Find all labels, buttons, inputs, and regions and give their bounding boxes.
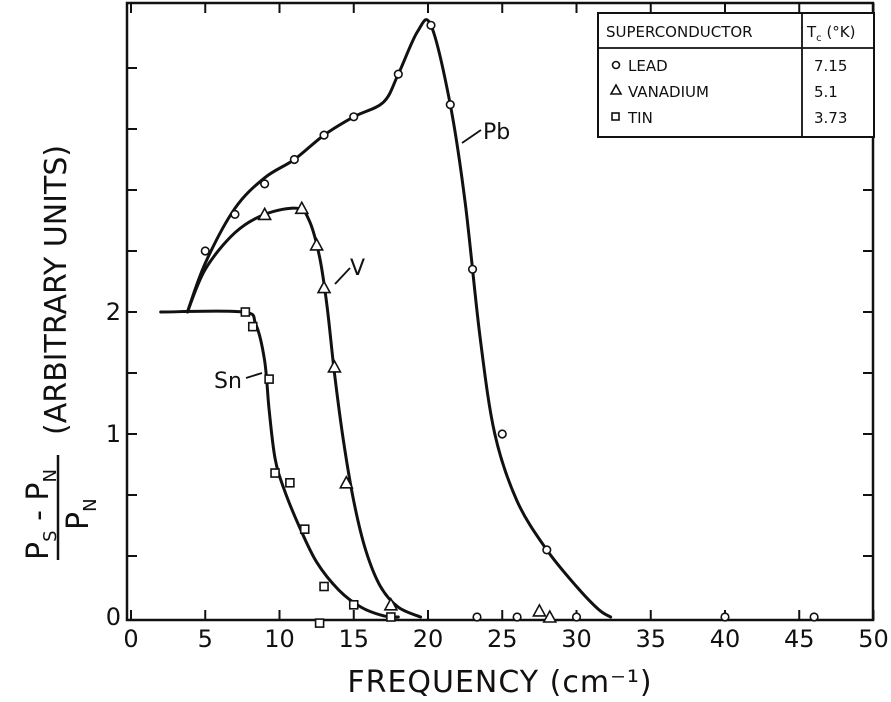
data-point-pb: [426, 20, 436, 30]
data-point-sn: [247, 321, 258, 332]
series-markers: [200, 20, 819, 628]
x-tick-label: 45: [784, 625, 815, 653]
data-point-pb: [809, 612, 819, 622]
x-tick-label: 50: [858, 625, 889, 653]
y-tick-label: 2: [106, 298, 121, 326]
data-point-pb: [497, 429, 507, 439]
legend-row-vanadium-name: VANADIUM: [628, 83, 709, 101]
data-point-sn: [299, 524, 310, 534]
x-tick-label: 5: [198, 625, 213, 653]
x-tick-label: 25: [487, 625, 518, 653]
series-label-v-text: V: [350, 256, 365, 281]
series-label-v: V: [334, 256, 365, 285]
data-point-pb: [393, 69, 403, 79]
data-point-v: [532, 603, 547, 617]
data-point-sn: [240, 307, 251, 317]
legend-square-icon: [611, 112, 620, 121]
data-point-pb: [571, 612, 582, 622]
legend-header-material: SUPERCONDUCTOR: [606, 23, 753, 41]
x-tick-labels: 0 5 10 15 20 25 30 35 40 45 50: [123, 625, 888, 653]
data-point-v: [294, 200, 310, 215]
legend-row-tin-tc: 3.73: [814, 109, 847, 127]
data-point-pb: [542, 545, 552, 555]
x-tick-label: 20: [413, 625, 444, 653]
legend-triangle-icon: [609, 83, 623, 95]
y-axis-title: PS - PN PN (ARBITRARY UNITS): [21, 145, 101, 560]
y-tick-label: 0: [106, 603, 121, 631]
series-line-sn: [159, 309, 400, 619]
legend: SUPERCONDUCTOR Tc (°K) LEAD 7.15 VANADIU…: [597, 12, 875, 138]
legend-row-lead-name: LEAD: [628, 57, 668, 75]
x-tick-label: 30: [561, 625, 592, 653]
x-tick-label: 15: [338, 625, 369, 653]
data-point-pb: [319, 130, 329, 140]
data-point-sn: [319, 581, 329, 592]
data-point-pb: [349, 112, 359, 122]
series-label-pb: Pb: [461, 120, 510, 145]
x-tick-label: 0: [123, 625, 138, 653]
legend-row-tin-name: TIN: [627, 109, 653, 127]
data-point-v: [309, 237, 324, 251]
data-point-sn: [314, 618, 325, 628]
data-point-pb: [289, 154, 299, 165]
data-point-pb: [720, 612, 730, 622]
y-axis-units: (ARBITRARY UNITS): [39, 145, 74, 435]
series-label-sn: Sn: [214, 369, 263, 394]
legend-row-vanadium-tc: 5.1: [814, 83, 838, 101]
x-tick-label: 40: [710, 625, 741, 653]
data-point-sn: [285, 477, 295, 488]
y-axis-numerator: PS - PN: [21, 469, 61, 560]
series-curves: [159, 18, 613, 619]
data-point-v: [542, 609, 558, 623]
legend-header-tc: Tc (°K): [806, 23, 855, 44]
data-point-pb: [512, 612, 522, 622]
data-point-v: [257, 206, 272, 221]
series-line-pb: [185, 18, 613, 619]
y-tick-label: 1: [106, 420, 121, 448]
data-point-sn: [386, 612, 396, 622]
series-label-sn-text: Sn: [214, 369, 242, 394]
legend-row-lead-tc: 7.15: [814, 57, 847, 75]
data-point-pb: [230, 209, 240, 219]
data-point-v: [383, 597, 399, 611]
x-axis-title: FREQUENCY (cm⁻¹): [347, 665, 652, 700]
data-point-v: [327, 359, 342, 373]
data-point-v: [316, 279, 332, 294]
data-point-v: [338, 475, 354, 489]
data-point-sn: [270, 468, 280, 478]
legend-box: [597, 12, 875, 138]
x-tick-label: 10: [264, 625, 295, 653]
data-point-pb: [260, 179, 270, 189]
data-point-pb: [472, 612, 482, 622]
y-tick-labels: 0 1 2: [106, 298, 121, 631]
series-line-v: [185, 206, 423, 619]
x-tick-label: 35: [635, 625, 666, 653]
data-point-sn: [264, 374, 274, 384]
data-point-pb: [200, 246, 210, 256]
series-label-pb-text: Pb: [483, 120, 510, 145]
data-point-pb: [445, 99, 455, 110]
y-axis-denominator: PN: [61, 498, 101, 530]
data-point-sn: [348, 599, 359, 610]
data-point-pb: [467, 264, 478, 274]
legend-circle-icon: [611, 60, 621, 70]
